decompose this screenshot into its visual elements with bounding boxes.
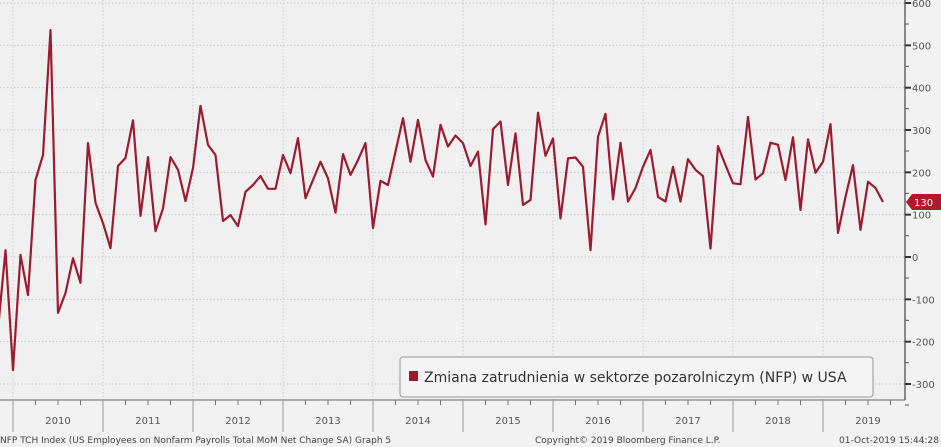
y-tick-label: 200 (912, 168, 931, 179)
footer-source: NFP TCH Index (US Employees on Nonfarm P… (0, 436, 391, 446)
year-label: 2012 (225, 416, 250, 427)
legend-label: Zmiana zatrudnienia w sektorze pozarolni… (424, 370, 847, 386)
y-tick-label: -300 (912, 380, 935, 391)
last-value-tag: 130 (906, 193, 941, 210)
legend: Zmiana zatrudnienia w sektorze pozarolni… (399, 356, 874, 398)
year-label: 2010 (45, 416, 70, 427)
year-label: 2017 (675, 416, 700, 427)
year-label: 2019 (855, 416, 880, 427)
y-tick-label: -200 (912, 338, 935, 349)
footer-timestamp: 01-Oct-2019 15:44:28 (839, 436, 939, 446)
legend-marker (409, 371, 418, 381)
gridlines (0, 0, 905, 400)
footer-copyright: Copyright© 2019 Bloomberg Finance L.P. (535, 436, 720, 446)
y-tick-label: 400 (912, 84, 931, 95)
y-tick-label: -100 (912, 295, 935, 306)
y-tick-label: 600 (912, 0, 931, 10)
year-label: 2018 (765, 416, 790, 427)
year-label: 2013 (315, 416, 340, 427)
plot-area (0, 0, 905, 400)
year-label: 2016 (585, 416, 610, 427)
y-tick-label: 300 (912, 126, 931, 137)
y-tick-label: 500 (912, 41, 931, 52)
y-axis: 600 500 400 300 200 100 0 -100 -200 -300 (904, 0, 935, 406)
year-label: 2011 (135, 416, 160, 427)
last-value-label: 130 (914, 198, 933, 209)
series-line-nfp (0, 29, 884, 372)
x-axis: 2010 2011 2012 2013 2014 2015 2016 2017 2018 2019 (0, 399, 905, 432)
y-tick-label: 0 (912, 253, 918, 264)
year-label: 2015 (495, 416, 520, 427)
year-label: 2014 (405, 416, 430, 427)
y-tick-label: 100 (912, 211, 931, 222)
